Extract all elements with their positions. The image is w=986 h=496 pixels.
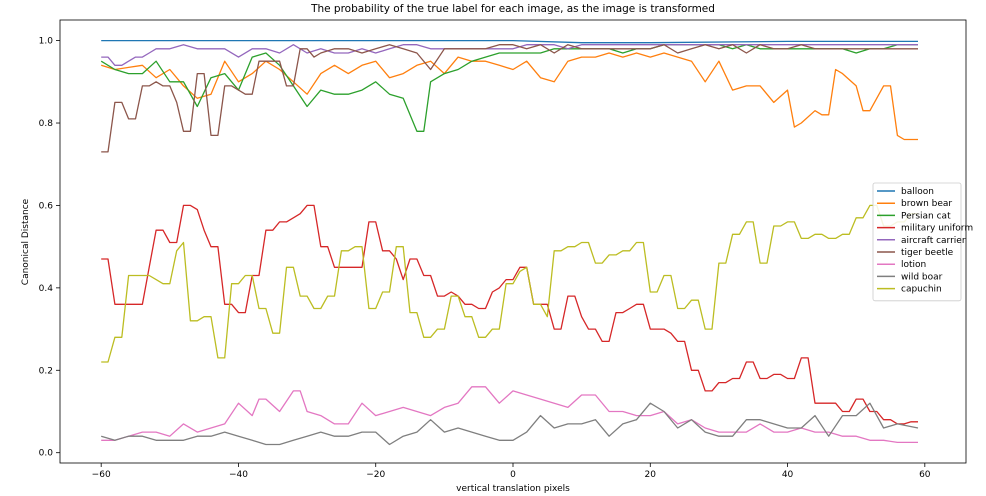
x-tick-label: 0 [510, 470, 516, 480]
legend: balloon brown bear Persian cat military uni… [872, 182, 973, 302]
legend-label: tiger beetle [901, 248, 954, 258]
series-line-balloon [101, 39, 918, 44]
x-tick-label: −60 [92, 470, 111, 480]
legend-label: military uniform [901, 224, 973, 234]
series-line-wild-boar [101, 402, 919, 446]
x-tick-label: −20 [366, 470, 385, 480]
legend-label: balloon [901, 187, 934, 197]
y-tick-label: 0.0 [39, 449, 54, 459]
y-tick-label: 0.2 [39, 366, 53, 376]
y-axis-label: Canonical Distance [21, 198, 31, 285]
y-tick-label: 0.8 [39, 119, 54, 129]
legend-label: wild boar [901, 272, 943, 282]
series-line-aircraft-carrier [101, 44, 918, 66]
legend-label: brown bear [901, 199, 952, 209]
x-tick-label: 40 [782, 470, 794, 480]
legend-label: Persian cat [901, 211, 951, 221]
legend-box [872, 182, 962, 302]
x-axis: −60 −40 −20 0 20 40 60 [92, 463, 931, 480]
legend-label: aircraft carrier [901, 236, 966, 246]
y-tick-label: 0.4 [39, 284, 54, 294]
x-tick-label: 60 [919, 470, 931, 480]
series-line-lotion [101, 386, 918, 444]
y-axis: 0.0 0.2 0.4 0.6 0.8 1.0 [39, 37, 60, 459]
x-axis-label: vertical translation pixels [456, 484, 570, 494]
series-line-capuchin [101, 204, 918, 363]
chart-title: The probability of the true label for ea… [310, 3, 715, 15]
legend-label: lotion [901, 260, 926, 270]
x-tick-label: −40 [229, 470, 248, 480]
series-line-brown-bear [101, 52, 918, 141]
y-tick-label: 1.0 [39, 37, 54, 47]
series-line-military-uniform [101, 204, 918, 425]
legend-label: capuchin [901, 285, 942, 295]
series-layer [100, 39, 919, 446]
series-line-tiger-beetle [101, 44, 918, 153]
y-tick-label: 0.6 [39, 201, 54, 211]
x-tick-label: 20 [645, 470, 657, 480]
